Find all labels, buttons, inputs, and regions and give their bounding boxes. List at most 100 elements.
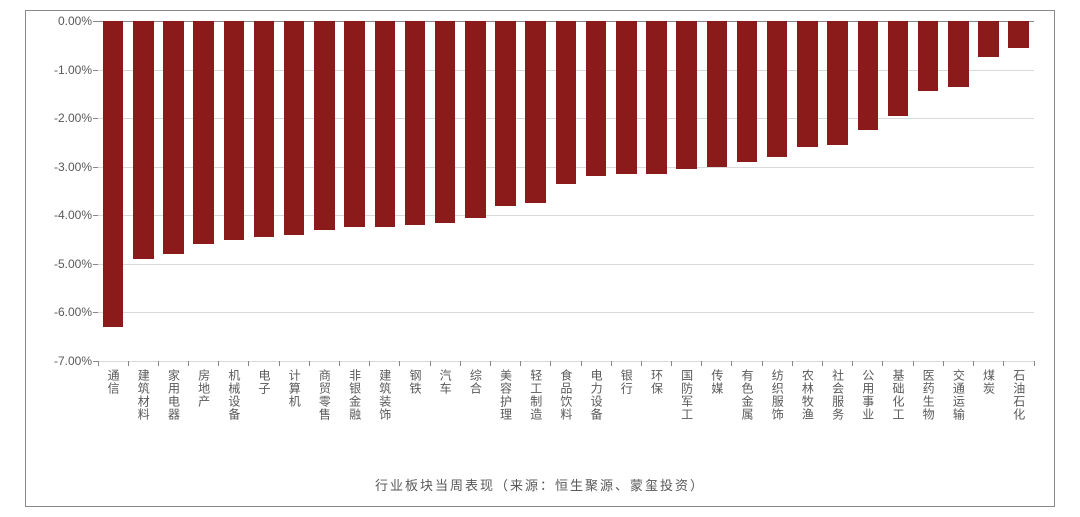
y-tick-label: 0.00%	[58, 14, 92, 28]
x-tick-mark	[701, 361, 702, 366]
x-tick-mark	[882, 361, 883, 366]
x-category-label: 家用电器	[167, 369, 179, 421]
bar	[495, 21, 516, 206]
y-tick-label: -3.00%	[54, 160, 92, 174]
bar-slot	[581, 21, 611, 361]
bar	[163, 21, 184, 254]
bar	[948, 21, 969, 87]
bar	[888, 21, 909, 116]
bar	[556, 21, 577, 184]
bar-slot	[98, 21, 128, 361]
x-label-slot: 钢铁	[400, 369, 430, 421]
bar	[858, 21, 879, 130]
x-tick-mark	[973, 361, 974, 366]
bar	[525, 21, 546, 203]
x-tick-mark	[520, 361, 521, 366]
bar	[314, 21, 335, 230]
bar	[646, 21, 667, 174]
x-label-slot: 传媒	[702, 369, 732, 421]
x-tick-mark	[671, 361, 672, 366]
bar	[676, 21, 697, 169]
x-label-slot: 通信	[98, 369, 128, 421]
x-tick-mark	[581, 361, 582, 366]
bar	[1008, 21, 1029, 48]
x-category-label: 有色金属	[741, 369, 753, 421]
x-label-slot: 医药生物	[913, 369, 943, 421]
bar-slot	[551, 21, 581, 361]
x-tick-mark	[852, 361, 853, 366]
bar-slot	[702, 21, 732, 361]
bar-slot	[641, 21, 671, 361]
x-tick-mark	[822, 361, 823, 366]
x-label-slot: 有色金属	[732, 369, 762, 421]
x-label-slot: 食品饮料	[551, 369, 581, 421]
bar	[224, 21, 245, 240]
bar	[737, 21, 758, 162]
bar	[193, 21, 214, 244]
x-tick-mark	[430, 361, 431, 366]
x-label-slot: 基础化工	[883, 369, 913, 421]
plot-area: 0.00%-1.00%-2.00%-3.00%-4.00%-5.00%-6.00…	[98, 21, 1034, 361]
chart-caption: 行业板块当周表现（来源：恒生聚源、蒙玺投资）	[26, 475, 1054, 494]
bars-group	[98, 21, 1034, 361]
y-tick-label: -5.00%	[54, 257, 92, 271]
x-tick-mark	[158, 361, 159, 366]
x-label-slot: 美容护理	[490, 369, 520, 421]
bar-slot	[792, 21, 822, 361]
x-category-label: 通信	[107, 369, 119, 421]
x-label-slot: 环保	[641, 369, 671, 421]
bar	[344, 21, 365, 227]
x-label-slot: 国防军工	[672, 369, 702, 421]
x-category-label: 基础化工	[892, 369, 904, 421]
x-label-slot: 商贸零售	[309, 369, 339, 421]
y-tick-label: -4.00%	[54, 208, 92, 222]
x-category-label: 石油石化	[1013, 369, 1025, 421]
bar-slot	[249, 21, 279, 361]
x-category-label: 银行	[620, 369, 632, 421]
x-category-label: 建筑装饰	[379, 369, 391, 421]
x-tick-mark	[611, 361, 612, 366]
x-label-slot: 轻工制造	[521, 369, 551, 421]
x-tick-mark	[279, 361, 280, 366]
x-label-slot: 电力设备	[581, 369, 611, 421]
x-category-label: 商贸零售	[318, 369, 330, 421]
bar-slot	[158, 21, 188, 361]
bar-slot	[189, 21, 219, 361]
bar	[797, 21, 818, 147]
x-category-label: 非银金融	[349, 369, 361, 421]
chart-container: 0.00%-1.00%-2.00%-3.00%-4.00%-5.00%-6.00…	[25, 10, 1055, 507]
x-label-slot: 公用事业	[853, 369, 883, 421]
x-category-label: 医药生物	[922, 369, 934, 421]
x-label-slot: 计算机	[279, 369, 309, 421]
x-label-slot: 银行	[611, 369, 641, 421]
x-category-label: 计算机	[288, 369, 300, 421]
x-tick-mark	[218, 361, 219, 366]
bar-slot	[219, 21, 249, 361]
x-tick-mark	[399, 361, 400, 366]
x-category-label: 机械设备	[228, 369, 240, 421]
bar-slot	[762, 21, 792, 361]
x-category-label: 传媒	[711, 369, 723, 421]
bar-slot	[521, 21, 551, 361]
bar-slot	[309, 21, 339, 361]
x-category-label: 煤炭	[983, 369, 995, 421]
x-label-slot: 社会服务	[823, 369, 853, 421]
bar-slot	[913, 21, 943, 361]
x-category-label: 国防军工	[681, 369, 693, 421]
bar	[465, 21, 486, 218]
bar	[375, 21, 396, 227]
x-labels-group: 通信建筑材料家用电器房地产机械设备电子计算机商贸零售非银金融建筑装饰钢铁汽车综合…	[98, 369, 1034, 421]
x-tick-mark	[339, 361, 340, 366]
bar-slot	[883, 21, 913, 361]
bar	[405, 21, 426, 225]
bar-slot	[973, 21, 1003, 361]
x-tick-mark	[762, 361, 763, 366]
x-tick-mark	[248, 361, 249, 366]
bar	[827, 21, 848, 145]
bar-slot	[340, 21, 370, 361]
x-tick-mark	[1003, 361, 1004, 366]
y-tick-label: -7.00%	[54, 354, 92, 368]
x-tick-mark	[641, 361, 642, 366]
x-tick-mark	[128, 361, 129, 366]
x-tick-mark	[490, 361, 491, 366]
